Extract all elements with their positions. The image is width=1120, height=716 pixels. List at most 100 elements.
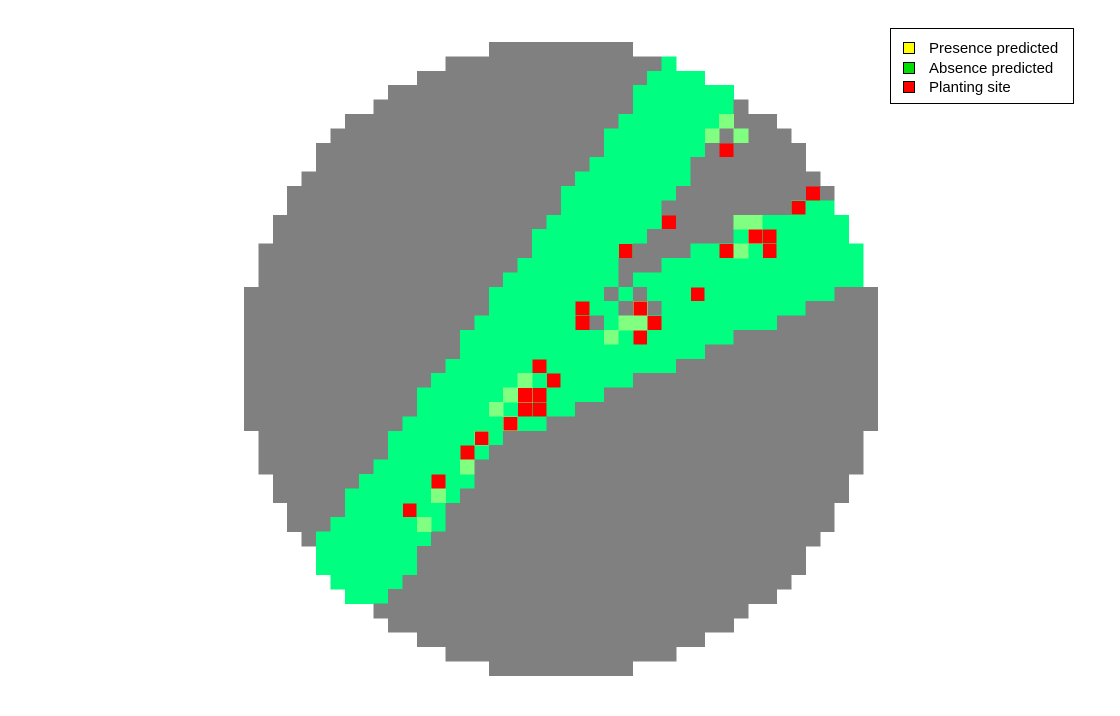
outside-cell [604, 42, 619, 57]
outside-cell [287, 186, 302, 201]
outside-cell [373, 128, 389, 144]
outside-cell [330, 387, 346, 403]
outside-cell [604, 531, 619, 547]
outside-cell [488, 459, 504, 475]
habitat-cell [560, 272, 576, 288]
outside-cell [330, 430, 346, 446]
outside-cell [474, 603, 490, 619]
habitat-cell [416, 416, 432, 432]
outside-cell [431, 85, 446, 100]
habitat-cell [488, 430, 504, 446]
outside-cell [388, 229, 403, 244]
outside-cell [445, 70, 461, 86]
outside-cell [460, 70, 475, 86]
habitat-cell [488, 301, 504, 316]
outside-cell [704, 157, 720, 172]
outside-cell [474, 646, 490, 662]
habitat-cell [416, 387, 432, 403]
habitat-cell [647, 114, 662, 129]
outside-cell [776, 474, 792, 489]
outside-cell [560, 445, 576, 460]
outside-cell [373, 430, 389, 446]
outside-cell [373, 358, 389, 374]
habitat-cell [560, 373, 576, 388]
outside-cell [733, 99, 749, 115]
outside-cell [733, 157, 749, 172]
habitat-cell [647, 142, 662, 158]
habitat-cell [503, 301, 518, 316]
outside-cell [301, 517, 317, 532]
outside-cell [503, 128, 518, 144]
outside-cell [604, 416, 619, 432]
outside-cell [733, 402, 749, 417]
outside-cell [330, 416, 346, 432]
outside-cell [560, 416, 576, 432]
habitat-cell [762, 315, 778, 331]
outside-cell [287, 502, 302, 518]
outside-cell [575, 488, 590, 504]
outside-cell [647, 229, 662, 244]
outside-cell [791, 531, 806, 547]
outside-cell [820, 459, 835, 475]
outside-cell [460, 488, 475, 504]
outside-cell [532, 171, 547, 187]
outside-cell [632, 603, 648, 619]
outside-cell [647, 517, 662, 532]
habitat-cell [474, 402, 490, 417]
outside-cell [661, 618, 677, 633]
habitat-cell [445, 373, 461, 388]
outside-cell [287, 445, 302, 460]
outside-cell [704, 531, 720, 547]
habitat-cell [604, 301, 619, 316]
outside-cell [690, 632, 706, 648]
outside-cell [560, 430, 576, 446]
outside-cell [330, 474, 346, 489]
habitat-cell [589, 200, 605, 216]
outside-cell [373, 142, 389, 158]
planting-site-cell [518, 402, 532, 417]
habitat-cell [661, 157, 677, 172]
outside-cell [445, 603, 461, 619]
habitat-cell [503, 315, 518, 331]
outside-cell [445, 258, 461, 273]
outside-cell [474, 142, 490, 158]
outside-cell [791, 474, 806, 489]
habitat-cell [762, 258, 778, 273]
habitat-cell [647, 358, 662, 374]
habitat-cell [503, 358, 518, 374]
outside-cell [474, 56, 490, 72]
outside-cell [330, 330, 346, 345]
outside-cell [445, 128, 461, 144]
outside-cell [863, 301, 878, 316]
outside-cell [460, 214, 475, 230]
outside-cell [647, 459, 662, 475]
outside-cell [589, 315, 605, 331]
outside-cell [661, 459, 677, 475]
outside-cell [402, 358, 418, 374]
outside-cell [517, 517, 533, 532]
outside-cell [690, 373, 706, 388]
outside-cell [604, 603, 619, 619]
outside-cell [791, 344, 806, 360]
outside-cell [301, 171, 317, 187]
outside-cell [575, 502, 590, 518]
outside-cell [460, 301, 475, 316]
outside-cell [431, 99, 446, 115]
outside-cell [532, 200, 547, 216]
outside-cell [719, 214, 734, 230]
outside-cell [445, 243, 461, 259]
outside-cell [388, 243, 403, 259]
outside-cell [704, 459, 720, 475]
outside-cell [719, 171, 734, 187]
outside-cell [316, 142, 331, 158]
habitat-cell [791, 243, 806, 259]
habitat-cell [575, 214, 590, 230]
outside-cell [359, 373, 374, 388]
outside-cell [575, 142, 590, 158]
habitat-cell [604, 157, 619, 172]
outside-cell [704, 229, 720, 244]
outside-cell [460, 157, 475, 172]
outside-cell [776, 560, 792, 576]
outside-cell [676, 373, 691, 388]
habitat-cell [618, 142, 634, 158]
